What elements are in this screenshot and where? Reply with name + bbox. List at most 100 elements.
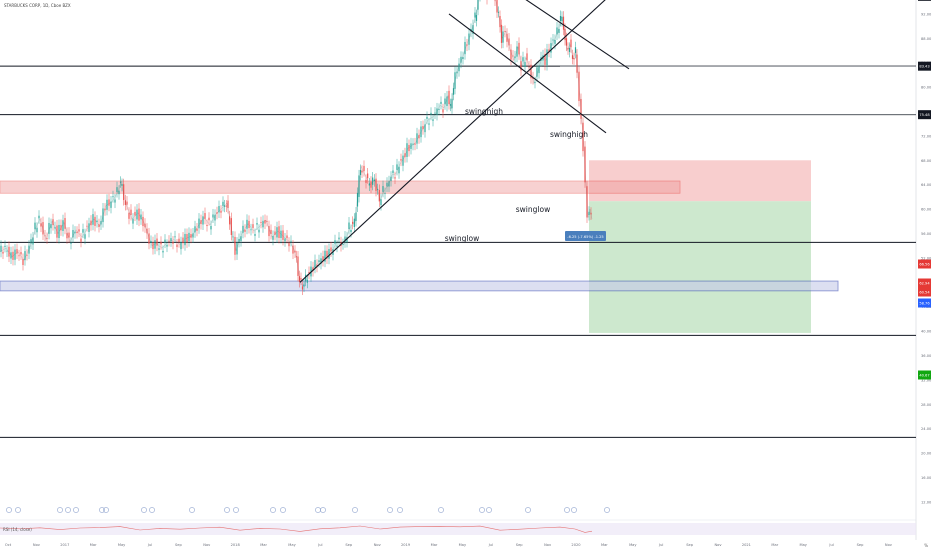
candle-body xyxy=(573,58,575,60)
candle-body xyxy=(562,16,565,30)
candle-body xyxy=(264,220,266,224)
x-tick-label: Jul xyxy=(828,543,833,547)
candle-body xyxy=(168,240,170,242)
stop-zone xyxy=(589,160,811,202)
candle-body xyxy=(252,224,254,228)
event-marker xyxy=(73,507,79,513)
candle-body xyxy=(430,112,432,115)
x-tick-label: Mar xyxy=(260,543,267,547)
y-tick-label: 68.00 xyxy=(921,159,932,163)
candle-body xyxy=(568,47,571,52)
candle-body xyxy=(418,134,420,139)
x-tick-label: Jul xyxy=(147,543,152,547)
candle-body xyxy=(578,71,580,101)
candle-body xyxy=(56,225,58,238)
candle-body xyxy=(194,226,196,233)
close-line xyxy=(0,0,593,287)
candle-body xyxy=(359,169,362,175)
candle-body xyxy=(558,28,560,33)
candle-body xyxy=(234,236,236,255)
candle-body xyxy=(356,192,359,207)
candle-body xyxy=(136,209,138,220)
candle-body xyxy=(152,242,154,250)
x-tick-label: Nov xyxy=(374,543,382,547)
event-marker xyxy=(571,507,577,513)
candle-body xyxy=(590,212,592,215)
candle-body xyxy=(420,126,422,138)
candle-body xyxy=(546,49,548,66)
x-tick-label: 2017 xyxy=(60,543,69,547)
x-tick-label: Mar xyxy=(771,543,778,547)
candle-body xyxy=(330,247,332,252)
candle-body xyxy=(373,179,375,182)
symbol-info: STARBUCKS CORP, 1D, Cboe BZX xyxy=(4,3,71,8)
candle-body xyxy=(282,230,284,240)
price-tag-label: 60.54 xyxy=(919,291,930,295)
candle-body xyxy=(432,119,434,121)
candle-body xyxy=(528,66,530,68)
candle-body xyxy=(301,286,304,290)
candle-body xyxy=(400,159,402,161)
price-tag xyxy=(918,259,931,269)
candle-body xyxy=(278,226,280,238)
candle-body xyxy=(294,250,296,253)
candle-body xyxy=(324,250,326,262)
x-tick-label: Nov xyxy=(714,543,722,547)
candle-body xyxy=(212,214,214,218)
candle-body xyxy=(475,15,478,21)
candle-body xyxy=(408,144,410,152)
candle-body xyxy=(148,233,150,244)
x-axis: Oct Nov 2017 Mar May Jul Sep Nov 2018 Mar May Jul Se… xyxy=(5,543,893,547)
event-marker xyxy=(224,507,230,513)
event-marker xyxy=(397,507,403,513)
candle-body xyxy=(416,133,418,144)
candle-body xyxy=(514,56,516,59)
candle-body xyxy=(50,224,52,229)
candle-body xyxy=(363,165,365,172)
price-tag xyxy=(918,278,931,288)
event-marker xyxy=(233,507,239,513)
y-tick-label: 56.00 xyxy=(921,232,932,236)
event-marker xyxy=(479,507,485,513)
candle-body xyxy=(370,181,372,188)
candle-body xyxy=(452,88,455,95)
event-marker xyxy=(387,507,393,513)
candle-body xyxy=(564,28,566,41)
candle-body xyxy=(70,242,72,244)
percent-scale-button[interactable]: % xyxy=(924,543,928,548)
candle-body xyxy=(352,221,354,224)
support-band xyxy=(0,280,839,292)
candle-body xyxy=(88,223,90,232)
candle-body xyxy=(34,222,36,230)
rsi-line xyxy=(0,525,593,533)
x-tick-label: Sep xyxy=(857,543,864,547)
candle-body xyxy=(0,245,2,252)
x-tick-label: Sep xyxy=(175,543,182,547)
y-tick-label: 16.00 xyxy=(921,476,932,480)
price-tag-label: 58.76 xyxy=(919,302,930,306)
candle-body xyxy=(522,57,524,62)
candle-body xyxy=(516,46,518,57)
event-marker xyxy=(486,507,492,513)
event-marker xyxy=(270,507,276,513)
annotation-label: swinghigh xyxy=(550,130,588,139)
candle-body xyxy=(210,225,212,230)
candle-body xyxy=(454,72,456,89)
candle-body xyxy=(497,11,500,13)
candle-body xyxy=(114,199,116,203)
candle-body xyxy=(462,57,464,60)
event-marker xyxy=(564,507,570,513)
candle-body xyxy=(250,229,252,231)
candle-body xyxy=(404,153,406,158)
candle-body xyxy=(166,244,168,247)
price-tag-label: 66.56 xyxy=(919,263,930,267)
candle-body xyxy=(36,227,38,233)
candle-body xyxy=(355,212,357,222)
candle-body xyxy=(472,25,474,34)
candle-body xyxy=(328,249,330,259)
candle-body xyxy=(377,189,379,190)
event-marker xyxy=(65,507,71,513)
candle-body xyxy=(192,233,194,238)
candle-body xyxy=(28,245,30,254)
